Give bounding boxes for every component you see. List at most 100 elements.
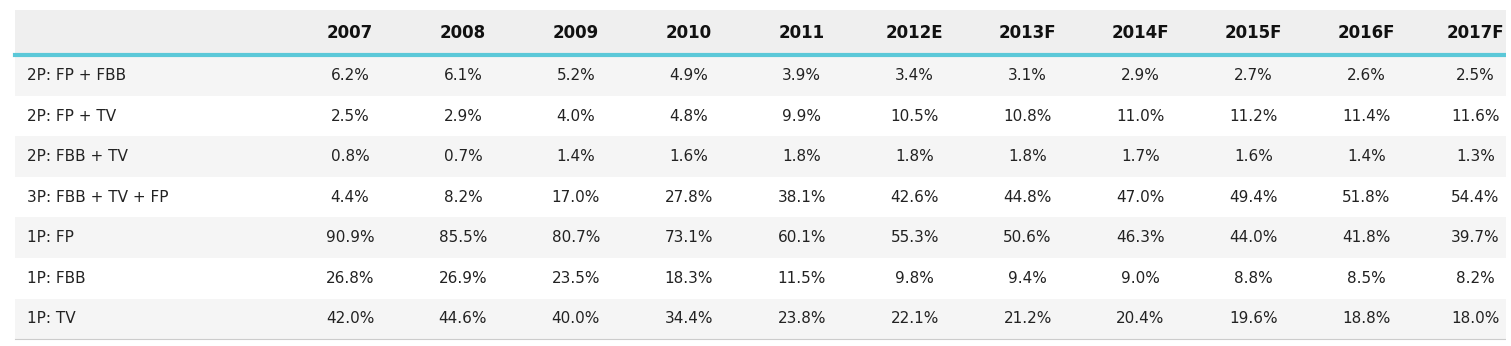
Bar <box>15 299 1505 339</box>
Text: 3P: FBB + TV + FP: 3P: FBB + TV + FP <box>27 190 169 205</box>
Text: 11.0%: 11.0% <box>1117 109 1165 124</box>
Text: 2P: FBB + TV: 2P: FBB + TV <box>27 149 128 164</box>
Text: 85.5%: 85.5% <box>438 230 487 245</box>
Text: 1.6%: 1.6% <box>669 149 709 164</box>
Text: 2P: FP + TV: 2P: FP + TV <box>27 109 116 124</box>
Text: 1P: FP: 1P: FP <box>27 230 74 245</box>
Bar <box>15 55 1505 96</box>
Text: 9.8%: 9.8% <box>895 271 934 286</box>
Text: 3.9%: 3.9% <box>783 68 822 83</box>
Bar <box>15 177 1505 218</box>
Text: 9.4%: 9.4% <box>1008 271 1047 286</box>
Text: 17.0%: 17.0% <box>552 190 600 205</box>
Text: 39.7%: 39.7% <box>1451 230 1500 245</box>
Text: 1.4%: 1.4% <box>1346 149 1386 164</box>
Text: 38.1%: 38.1% <box>778 190 827 205</box>
Text: 8.8%: 8.8% <box>1234 271 1272 286</box>
Text: 18.3%: 18.3% <box>665 271 713 286</box>
Text: 44.0%: 44.0% <box>1230 230 1278 245</box>
Text: 60.1%: 60.1% <box>778 230 827 245</box>
Text: 8.2%: 8.2% <box>1457 271 1494 286</box>
Text: 6.2%: 6.2% <box>331 68 370 83</box>
Text: 9.9%: 9.9% <box>783 109 822 124</box>
Text: 4.0%: 4.0% <box>556 109 595 124</box>
Text: 2015F: 2015F <box>1225 24 1283 42</box>
Text: 3.4%: 3.4% <box>895 68 934 83</box>
Text: 10.5%: 10.5% <box>890 109 938 124</box>
Bar <box>15 136 1505 177</box>
Text: 2.6%: 2.6% <box>1346 68 1386 83</box>
Text: 20.4%: 20.4% <box>1117 311 1165 326</box>
Text: 21.2%: 21.2% <box>1003 311 1052 326</box>
Text: 1.8%: 1.8% <box>1008 149 1047 164</box>
Text: 2012E: 2012E <box>885 24 943 42</box>
Text: 44.8%: 44.8% <box>1003 190 1052 205</box>
Text: 6.1%: 6.1% <box>444 68 482 83</box>
Text: 1P: FBB: 1P: FBB <box>27 271 86 286</box>
Text: 49.4%: 49.4% <box>1228 190 1278 205</box>
Bar <box>15 96 1505 136</box>
Text: 1.3%: 1.3% <box>1457 149 1494 164</box>
Text: 26.9%: 26.9% <box>438 271 487 286</box>
Text: 1P: TV: 1P: TV <box>27 311 76 326</box>
Text: 2013F: 2013F <box>999 24 1056 42</box>
Text: 42.6%: 42.6% <box>890 190 938 205</box>
Text: 54.4%: 54.4% <box>1451 190 1500 205</box>
Text: 1.8%: 1.8% <box>783 149 820 164</box>
Text: 11.2%: 11.2% <box>1230 109 1278 124</box>
Text: 50.6%: 50.6% <box>1003 230 1052 245</box>
Bar <box>15 258 1505 299</box>
Text: 8.5%: 8.5% <box>1346 271 1386 286</box>
Text: 9.0%: 9.0% <box>1121 271 1160 286</box>
Text: 90.9%: 90.9% <box>326 230 375 245</box>
Text: 41.8%: 41.8% <box>1342 230 1390 245</box>
Text: 23.8%: 23.8% <box>778 311 827 326</box>
Text: 2.5%: 2.5% <box>331 109 369 124</box>
Text: 1.8%: 1.8% <box>896 149 934 164</box>
Text: 47.0%: 47.0% <box>1117 190 1165 205</box>
Text: 23.5%: 23.5% <box>552 271 600 286</box>
Text: 55.3%: 55.3% <box>890 230 938 245</box>
Text: 73.1%: 73.1% <box>665 230 713 245</box>
Text: 2011: 2011 <box>778 24 825 42</box>
Text: 40.0%: 40.0% <box>552 311 600 326</box>
Text: 2014F: 2014F <box>1112 24 1170 42</box>
Text: 10.8%: 10.8% <box>1003 109 1052 124</box>
Text: 2008: 2008 <box>440 24 487 42</box>
Text: 19.6%: 19.6% <box>1228 311 1278 326</box>
Text: 18.8%: 18.8% <box>1342 311 1390 326</box>
Text: 18.0%: 18.0% <box>1451 311 1500 326</box>
Text: 0.7%: 0.7% <box>444 149 482 164</box>
Text: 51.8%: 51.8% <box>1342 190 1390 205</box>
Text: 11.4%: 11.4% <box>1342 109 1390 124</box>
Text: 2.7%: 2.7% <box>1234 68 1272 83</box>
Text: 26.8%: 26.8% <box>326 271 375 286</box>
Text: 2P: FP + FBB: 2P: FP + FBB <box>27 68 127 83</box>
Text: 42.0%: 42.0% <box>326 311 375 326</box>
Text: 46.3%: 46.3% <box>1117 230 1165 245</box>
Text: 4.8%: 4.8% <box>669 109 709 124</box>
Text: 2.5%: 2.5% <box>1457 68 1494 83</box>
Text: 11.5%: 11.5% <box>778 271 827 286</box>
Text: 34.4%: 34.4% <box>665 311 713 326</box>
Text: 1.7%: 1.7% <box>1121 149 1160 164</box>
Bar <box>15 10 1505 55</box>
Text: 22.1%: 22.1% <box>890 311 938 326</box>
Text: 1.6%: 1.6% <box>1234 149 1272 164</box>
Text: 3.1%: 3.1% <box>1008 68 1047 83</box>
Text: 2017F: 2017F <box>1446 24 1505 42</box>
Text: 2010: 2010 <box>666 24 712 42</box>
Bar <box>15 218 1505 258</box>
Text: 44.6%: 44.6% <box>438 311 487 326</box>
Text: 2007: 2007 <box>326 24 373 42</box>
Text: 0.8%: 0.8% <box>331 149 369 164</box>
Text: 2.9%: 2.9% <box>1121 68 1160 83</box>
Text: 2009: 2009 <box>553 24 598 42</box>
Text: 8.2%: 8.2% <box>444 190 482 205</box>
Text: 4.4%: 4.4% <box>331 190 369 205</box>
Text: 2.9%: 2.9% <box>444 109 482 124</box>
Text: 80.7%: 80.7% <box>552 230 600 245</box>
Text: 4.9%: 4.9% <box>669 68 709 83</box>
Text: 11.6%: 11.6% <box>1451 109 1500 124</box>
Text: 5.2%: 5.2% <box>556 68 595 83</box>
